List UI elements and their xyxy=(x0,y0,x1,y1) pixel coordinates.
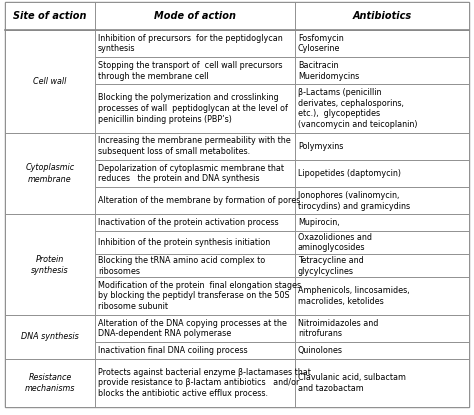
Bar xyxy=(295,342,469,359)
Text: Inhibition of precursors  for the peptidoglycan
synthesis: Inhibition of precursors for the peptido… xyxy=(98,34,283,54)
Bar xyxy=(295,359,469,407)
Bar xyxy=(5,359,95,407)
Bar xyxy=(5,2,95,30)
Text: Ionophores (valinomycin,
tirocydins) and gramicydins: Ionophores (valinomycin, tirocydins) and… xyxy=(298,191,410,210)
Text: Amphenicols, lincosamides,
macrolides, ketolides: Amphenicols, lincosamides, macrolides, k… xyxy=(298,286,410,306)
Bar xyxy=(295,57,469,85)
Text: Increasing the membrane permeability with the
subsequent loss of small metabolit: Increasing the membrane permeability wit… xyxy=(98,137,291,156)
Bar xyxy=(5,315,95,359)
Bar xyxy=(295,315,469,342)
Text: β-Lactams (penicillin
derivates, cephalosporins,
etc.),  glycopeptides
(vancomyc: β-Lactams (penicillin derivates, cephalo… xyxy=(298,88,418,129)
Bar xyxy=(295,2,469,30)
Text: Antibiotics: Antibiotics xyxy=(353,11,411,21)
Text: Oxazolidiones and
aminoglycosides: Oxazolidiones and aminoglycosides xyxy=(298,233,372,252)
Bar xyxy=(295,85,469,133)
Bar xyxy=(95,214,295,231)
Text: Lipopetides (daptomycin): Lipopetides (daptomycin) xyxy=(298,169,401,178)
Bar xyxy=(5,214,95,315)
Text: Cell wall: Cell wall xyxy=(33,77,67,86)
Text: Inhibition of the protein synthesis initiation: Inhibition of the protein synthesis init… xyxy=(98,238,270,247)
Bar xyxy=(295,30,469,57)
Text: Cytoplasmic
membrane: Cytoplasmic membrane xyxy=(26,164,74,183)
Bar xyxy=(295,254,469,277)
Text: Bacitracin
Mueridomycins: Bacitracin Mueridomycins xyxy=(298,61,359,81)
Bar xyxy=(95,160,295,187)
Text: Tetracycline and
glycylcyclines: Tetracycline and glycylcyclines xyxy=(298,256,364,276)
Text: Depolarization of cytoplasmic membrane that
reduces   the protein and DNA synthe: Depolarization of cytoplasmic membrane t… xyxy=(98,164,284,183)
Bar xyxy=(95,85,295,133)
Text: Modification of the protein  final elongation stages
by blocking the peptidyl tr: Modification of the protein final elonga… xyxy=(98,281,301,311)
Text: Alteration of the DNA copying processes at the
DNA-dependent RNA polymerase: Alteration of the DNA copying processes … xyxy=(98,319,287,338)
Bar xyxy=(95,342,295,359)
Bar xyxy=(295,133,469,160)
Bar xyxy=(295,277,469,315)
Bar xyxy=(295,214,469,231)
Text: Resistance
mechanisms: Resistance mechanisms xyxy=(25,373,75,393)
Bar xyxy=(95,187,295,214)
Text: Fosfomycin
Cyloserine: Fosfomycin Cyloserine xyxy=(298,34,344,54)
Bar xyxy=(5,30,95,133)
Bar xyxy=(95,57,295,85)
Text: Blocking the polymerization and crosslinking
processes of wall  peptidoglycan at: Blocking the polymerization and crosslin… xyxy=(98,93,288,124)
Text: DNA synthesis: DNA synthesis xyxy=(21,332,79,341)
Bar xyxy=(95,30,295,57)
Bar xyxy=(295,187,469,214)
Bar xyxy=(295,231,469,254)
Bar xyxy=(95,133,295,160)
Bar xyxy=(295,160,469,187)
Text: Site of action: Site of action xyxy=(13,11,87,21)
Bar xyxy=(95,359,295,407)
Text: Mode of action: Mode of action xyxy=(154,11,236,21)
Bar xyxy=(95,231,295,254)
Text: Alteration of the membrane by formation of pores: Alteration of the membrane by formation … xyxy=(98,196,301,205)
Bar xyxy=(95,315,295,342)
Text: Inactivation final DNA coiling process: Inactivation final DNA coiling process xyxy=(98,346,247,355)
Text: Protein
synthesis: Protein synthesis xyxy=(31,254,69,275)
Text: Polymyxins: Polymyxins xyxy=(298,142,343,151)
Text: Nitroimidazoles and
nitrofurans: Nitroimidazoles and nitrofurans xyxy=(298,319,378,338)
Text: Quinolones: Quinolones xyxy=(298,346,343,355)
Bar xyxy=(5,133,95,214)
Text: Protects against bacterial enzyme β-lactamases that
provide resistance to β-lact: Protects against bacterial enzyme β-lact… xyxy=(98,368,311,398)
Text: Stopping the transport of  cell wall precursors
through the membrane cell: Stopping the transport of cell wall prec… xyxy=(98,61,283,81)
Text: Mupirocin,: Mupirocin, xyxy=(298,218,340,227)
Text: Clavulanic acid, sulbactam
and tazobactam: Clavulanic acid, sulbactam and tazobacta… xyxy=(298,373,406,393)
Bar xyxy=(95,254,295,277)
Text: Blocking the tRNA amino acid complex to
ribosomes: Blocking the tRNA amino acid complex to … xyxy=(98,256,265,276)
Bar xyxy=(95,2,295,30)
Bar xyxy=(95,277,295,315)
Text: Inactivation of the protein activation process: Inactivation of the protein activation p… xyxy=(98,218,279,227)
